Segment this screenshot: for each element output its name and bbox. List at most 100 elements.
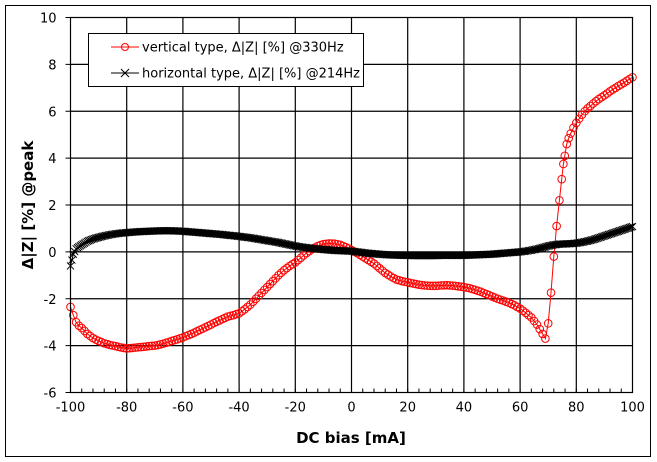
data-point	[557, 174, 566, 184]
data-point	[240, 304, 250, 314]
data-point	[91, 234, 100, 243]
data-point	[453, 282, 463, 291]
data-point	[607, 229, 616, 238]
data-point	[456, 282, 466, 291]
data-point	[291, 258, 300, 267]
data-point	[274, 271, 283, 280]
data-point	[431, 281, 441, 291]
data-point	[142, 342, 151, 351]
data-point	[597, 233, 606, 241]
y-tick-label: -4	[44, 340, 57, 355]
data-point	[246, 300, 255, 309]
legend: vertical type, Δ|Z| [%] @330Hz horizonta…	[88, 33, 364, 87]
data-point	[378, 266, 387, 275]
data-point	[541, 334, 550, 343]
legend-box	[88, 33, 364, 87]
data-point	[549, 252, 559, 261]
data-point	[538, 243, 547, 252]
y-tick-label: 4	[48, 152, 56, 167]
data-point	[423, 281, 432, 290]
data-point	[369, 259, 379, 268]
legend-label-vertical: vertical type, Δ|Z| [%] @330Hz	[142, 41, 344, 56]
data-point	[87, 235, 96, 244]
y-tick-label: 2	[48, 199, 56, 214]
data-point	[293, 255, 303, 265]
data-point	[537, 244, 546, 252]
data-point	[420, 281, 429, 290]
data-point	[592, 234, 600, 243]
data-point	[271, 273, 280, 283]
data-point	[543, 319, 553, 328]
data-point	[535, 324, 545, 334]
data-point	[616, 226, 624, 235]
data-point	[611, 228, 620, 237]
data-point	[116, 343, 126, 352]
data-point	[587, 236, 596, 244]
data-point	[596, 233, 605, 242]
data-point	[559, 159, 568, 169]
data-point	[434, 281, 443, 290]
plot-area-frame	[69, 16, 634, 394]
data-point	[139, 342, 148, 352]
y-tick-label: -6	[44, 387, 57, 402]
data-point	[299, 251, 309, 260]
data-point	[77, 323, 87, 333]
data-point	[569, 123, 578, 132]
data-point	[588, 99, 598, 108]
data-point	[89, 235, 97, 243]
data-point	[600, 91, 609, 100]
data-point	[144, 341, 154, 351]
series-horizontal-type	[66, 222, 637, 270]
y-axis-label: Δ|Z| [%] @peak	[19, 140, 38, 270]
data-point	[560, 151, 570, 161]
data-point	[83, 329, 92, 339]
data-point	[257, 288, 266, 298]
data-point	[602, 89, 612, 98]
tick-marks	[65, 17, 633, 393]
data-point	[586, 236, 595, 245]
data-point	[136, 342, 146, 352]
data-point	[546, 288, 556, 297]
data-point	[268, 276, 278, 286]
data-point	[623, 224, 631, 233]
data-point	[128, 343, 137, 353]
data-point	[532, 320, 542, 329]
data-point	[90, 234, 99, 243]
data-point	[147, 341, 157, 351]
data-point	[442, 280, 452, 290]
data-point	[251, 294, 261, 304]
data-point	[133, 342, 143, 352]
x-tick-label: 20	[399, 401, 416, 416]
data-point	[617, 226, 626, 235]
legend-marker-x	[120, 68, 130, 78]
data-point	[243, 302, 252, 312]
data-point	[608, 229, 617, 237]
data-point	[437, 281, 446, 290]
x-tick-label: 60	[512, 401, 529, 416]
legend-marker-circle	[121, 43, 129, 51]
data-point	[618, 225, 627, 234]
x-axis-label: DC bias [mA]	[296, 429, 406, 447]
data-point	[604, 230, 613, 239]
data-point	[375, 263, 384, 273]
data-point	[580, 106, 590, 116]
data-point	[621, 225, 630, 233]
data-point	[555, 196, 564, 205]
y-tick-label: 6	[48, 105, 56, 120]
legend-label-horizontal: horizontal type, Δ|Z| [%] @214Hz	[142, 67, 360, 82]
y-tick-label: 0	[48, 246, 56, 261]
data-point	[601, 231, 610, 240]
data-point	[572, 118, 581, 128]
data-point	[583, 104, 592, 113]
data-point	[515, 304, 525, 313]
data-point	[80, 326, 89, 336]
data-point	[448, 281, 457, 290]
data-point	[372, 261, 382, 271]
x-tick-label: -20	[285, 401, 306, 416]
data-point	[276, 268, 286, 278]
y-tick-labels: -6 -4 -2 0 2 4 6 8 10	[40, 12, 57, 402]
data-point	[234, 308, 244, 318]
data-point	[279, 265, 289, 275]
data-point	[260, 285, 269, 295]
